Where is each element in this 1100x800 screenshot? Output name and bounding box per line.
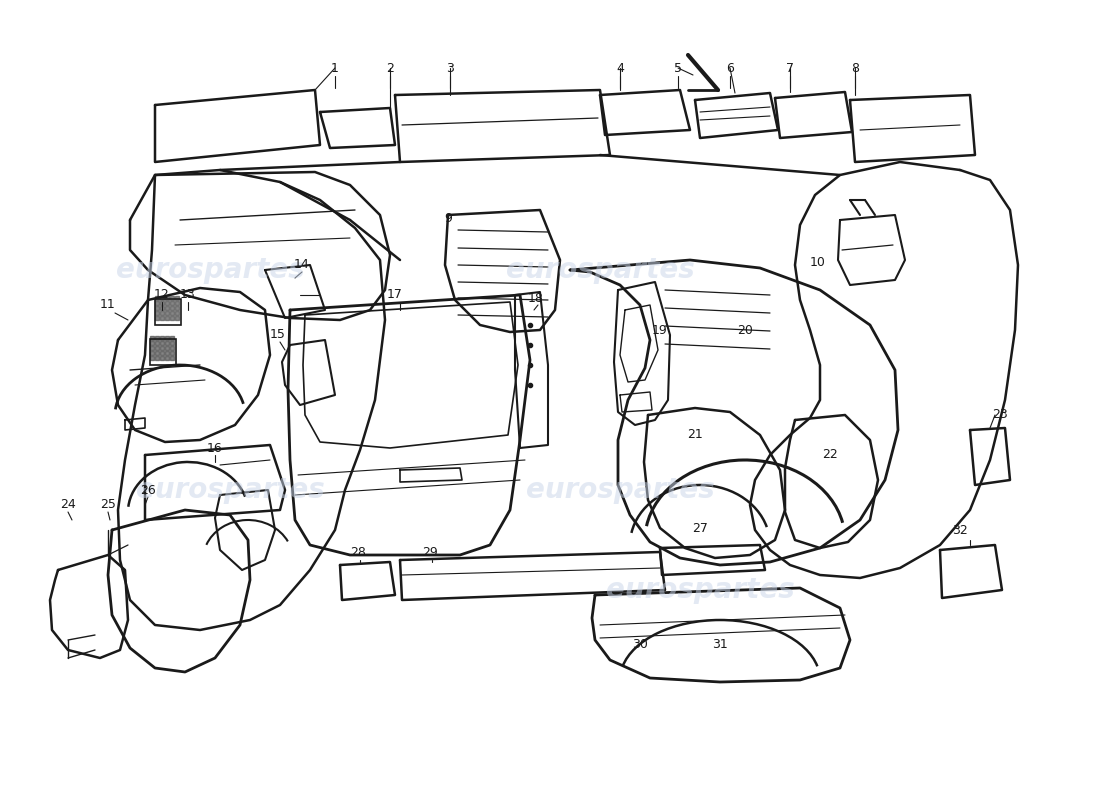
Bar: [175, 311, 179, 315]
Text: eurospartes: eurospartes: [116, 256, 305, 284]
Bar: [170, 341, 174, 345]
Text: 13: 13: [180, 289, 196, 302]
Text: eurospartes: eurospartes: [506, 256, 694, 284]
Text: 17: 17: [387, 289, 403, 302]
Bar: [150, 336, 154, 340]
Bar: [155, 336, 160, 340]
Text: 15: 15: [271, 329, 286, 342]
Bar: [165, 356, 169, 360]
Bar: [170, 356, 174, 360]
Text: 12: 12: [154, 289, 169, 302]
Bar: [170, 311, 174, 315]
Text: 22: 22: [822, 449, 838, 462]
Text: 28: 28: [350, 546, 366, 559]
Text: 32: 32: [953, 523, 968, 537]
Bar: [165, 336, 169, 340]
Bar: [150, 356, 154, 360]
Bar: [165, 301, 169, 305]
Bar: [175, 296, 179, 300]
Bar: [165, 306, 169, 310]
Text: 6: 6: [726, 62, 734, 74]
Bar: [175, 306, 179, 310]
Bar: [170, 351, 174, 355]
Bar: [160, 336, 164, 340]
Bar: [155, 351, 160, 355]
Text: eurospartes: eurospartes: [606, 576, 794, 604]
Bar: [165, 351, 169, 355]
Text: 14: 14: [294, 258, 310, 271]
Bar: [170, 301, 174, 305]
Text: 30: 30: [632, 638, 648, 651]
Text: eurospartes: eurospartes: [135, 476, 324, 504]
Text: 11: 11: [100, 298, 116, 311]
Bar: [160, 351, 164, 355]
Bar: [160, 301, 164, 305]
Text: 26: 26: [140, 483, 156, 497]
Text: 31: 31: [712, 638, 728, 651]
Bar: [165, 316, 169, 320]
Bar: [160, 341, 164, 345]
Bar: [170, 346, 174, 350]
Text: 10: 10: [810, 255, 826, 269]
Text: 4: 4: [616, 62, 624, 74]
Text: eurospartes: eurospartes: [526, 476, 714, 504]
Text: 20: 20: [737, 323, 752, 337]
Text: 29: 29: [422, 546, 438, 559]
Bar: [155, 356, 160, 360]
Text: 2: 2: [386, 62, 394, 74]
Bar: [175, 316, 179, 320]
Bar: [170, 316, 174, 320]
Text: 1: 1: [331, 62, 339, 74]
Bar: [155, 296, 160, 300]
Bar: [160, 311, 164, 315]
Bar: [150, 339, 176, 365]
Bar: [165, 346, 169, 350]
Bar: [155, 316, 160, 320]
Bar: [160, 346, 164, 350]
Text: 19: 19: [652, 323, 668, 337]
Bar: [165, 341, 169, 345]
Bar: [155, 306, 160, 310]
Text: 23: 23: [992, 409, 1008, 422]
Text: 24: 24: [60, 498, 76, 511]
Bar: [155, 301, 160, 305]
Text: 5: 5: [674, 62, 682, 74]
Bar: [170, 306, 174, 310]
Text: 16: 16: [207, 442, 223, 454]
Text: 25: 25: [100, 498, 116, 511]
Bar: [165, 296, 169, 300]
Text: 8: 8: [851, 62, 859, 74]
Text: 27: 27: [692, 522, 708, 534]
Bar: [160, 356, 164, 360]
Text: 18: 18: [528, 291, 543, 305]
Bar: [175, 301, 179, 305]
Text: 21: 21: [688, 429, 703, 442]
Bar: [150, 346, 154, 350]
Bar: [170, 296, 174, 300]
Bar: [160, 296, 164, 300]
Bar: [155, 311, 160, 315]
Text: 7: 7: [786, 62, 794, 74]
Bar: [155, 346, 160, 350]
Bar: [160, 306, 164, 310]
Text: 9: 9: [444, 211, 452, 225]
Bar: [165, 311, 169, 315]
Bar: [155, 341, 160, 345]
Bar: [150, 351, 154, 355]
Text: 3: 3: [447, 62, 454, 74]
Bar: [160, 316, 164, 320]
Bar: [150, 341, 154, 345]
Bar: [155, 299, 182, 325]
Bar: [170, 336, 174, 340]
